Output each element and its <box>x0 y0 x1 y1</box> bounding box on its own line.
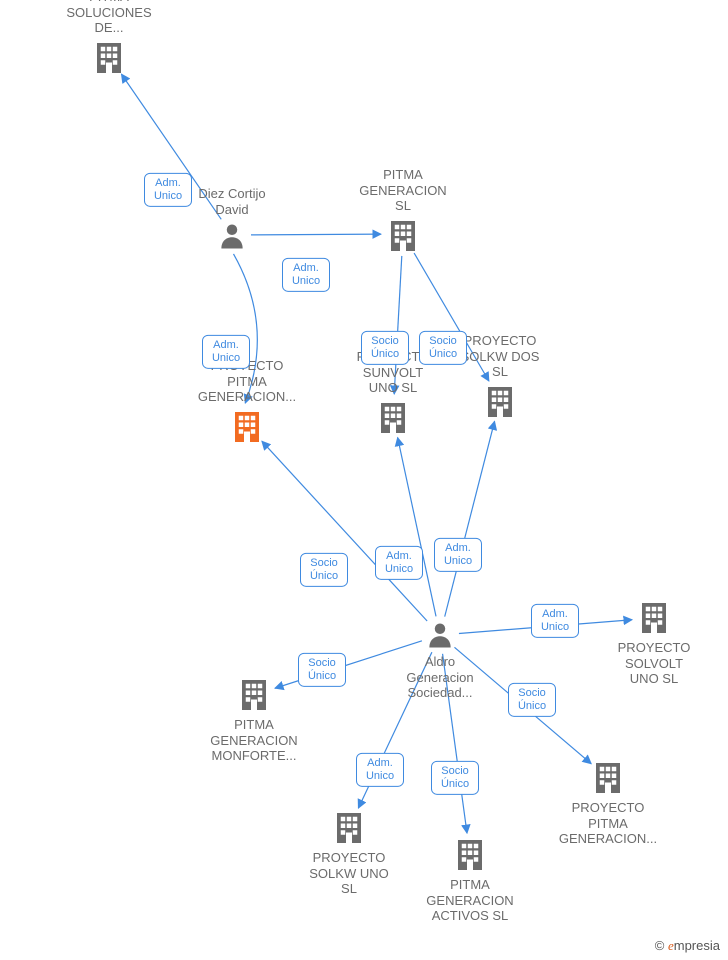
edge-label: Socio Único <box>300 553 348 587</box>
node-label: PITMA GENERACION SL <box>333 167 473 214</box>
person-icon <box>162 221 302 251</box>
node-proyecto_solkw_uno[interactable]: PROYECTO SOLKW UNO SL <box>279 810 419 897</box>
edge-label: Adm. Unico <box>202 335 250 369</box>
node-label: PROYECTO PITMA GENERACION... <box>538 800 678 847</box>
edge-label: Adm. Unico <box>434 538 482 572</box>
node-aldro[interactable]: Aldro Generacion Sociedad... <box>370 620 510 701</box>
node-pitma_soluciones[interactable]: PITMA SOLUCIONES DE... <box>39 0 179 76</box>
node-pitma_gen_activos[interactable]: PITMA GENERACION ACTIVOS SL <box>400 837 540 924</box>
building-icon <box>279 810 419 846</box>
building-icon <box>333 218 473 254</box>
edge-aldro-proyecto_pitma_gen_hl <box>262 441 427 621</box>
node-proyecto_pitma_gen2[interactable]: PROYECTO PITMA GENERACION... <box>538 760 678 847</box>
node-label: Aldro Generacion Sociedad... <box>370 654 510 701</box>
copyright-symbol: © <box>655 938 665 953</box>
edge-label: Socio Único <box>419 331 467 365</box>
node-proyecto_solvolt_uno[interactable]: PROYECTO SOLVOLT UNO SL <box>584 600 724 687</box>
edge-label: Socio Único <box>431 761 479 795</box>
node-proyecto_pitma_gen_hl[interactable]: PROYECTO PITMA GENERACION... <box>177 358 317 445</box>
edge-label: Adm. Unico <box>282 258 330 292</box>
building-icon <box>400 837 540 873</box>
node-pitma_gen_monforte[interactable]: PITMA GENERACION MONFORTE... <box>184 677 324 764</box>
node-label: PROYECTO SOLVOLT UNO SL <box>584 640 724 687</box>
node-label: PROYECTO SOLKW UNO SL <box>279 850 419 897</box>
edge-aldro-proyecto_solkw_dos <box>445 421 495 616</box>
brand-rest: mpresia <box>674 938 720 953</box>
building-icon <box>177 409 317 445</box>
edge-label: Socio Único <box>508 683 556 717</box>
building-icon <box>584 600 724 636</box>
building-icon <box>538 760 678 796</box>
node-label: PITMA GENERACION ACTIVOS SL <box>400 877 540 924</box>
node-pitma_gen_sl[interactable]: PITMA GENERACION SL <box>333 167 473 254</box>
edge-label: Adm. Unico <box>531 604 579 638</box>
footer-credit: © empresia <box>655 938 720 954</box>
edge-label: Adm. Unico <box>144 173 192 207</box>
edge-label: Adm. Unico <box>356 753 404 787</box>
person-icon <box>370 620 510 650</box>
building-icon <box>39 40 179 76</box>
node-label: PITMA SOLUCIONES DE... <box>39 0 179 36</box>
edge-aldro-proyecto_sunvolt <box>398 438 436 617</box>
node-label: PITMA GENERACION MONFORTE... <box>184 717 324 764</box>
edge-label: Socio Único <box>361 331 409 365</box>
building-icon <box>430 384 570 420</box>
edge-label: Socio Único <box>298 653 346 687</box>
edge-label: Adm. Unico <box>375 546 423 580</box>
